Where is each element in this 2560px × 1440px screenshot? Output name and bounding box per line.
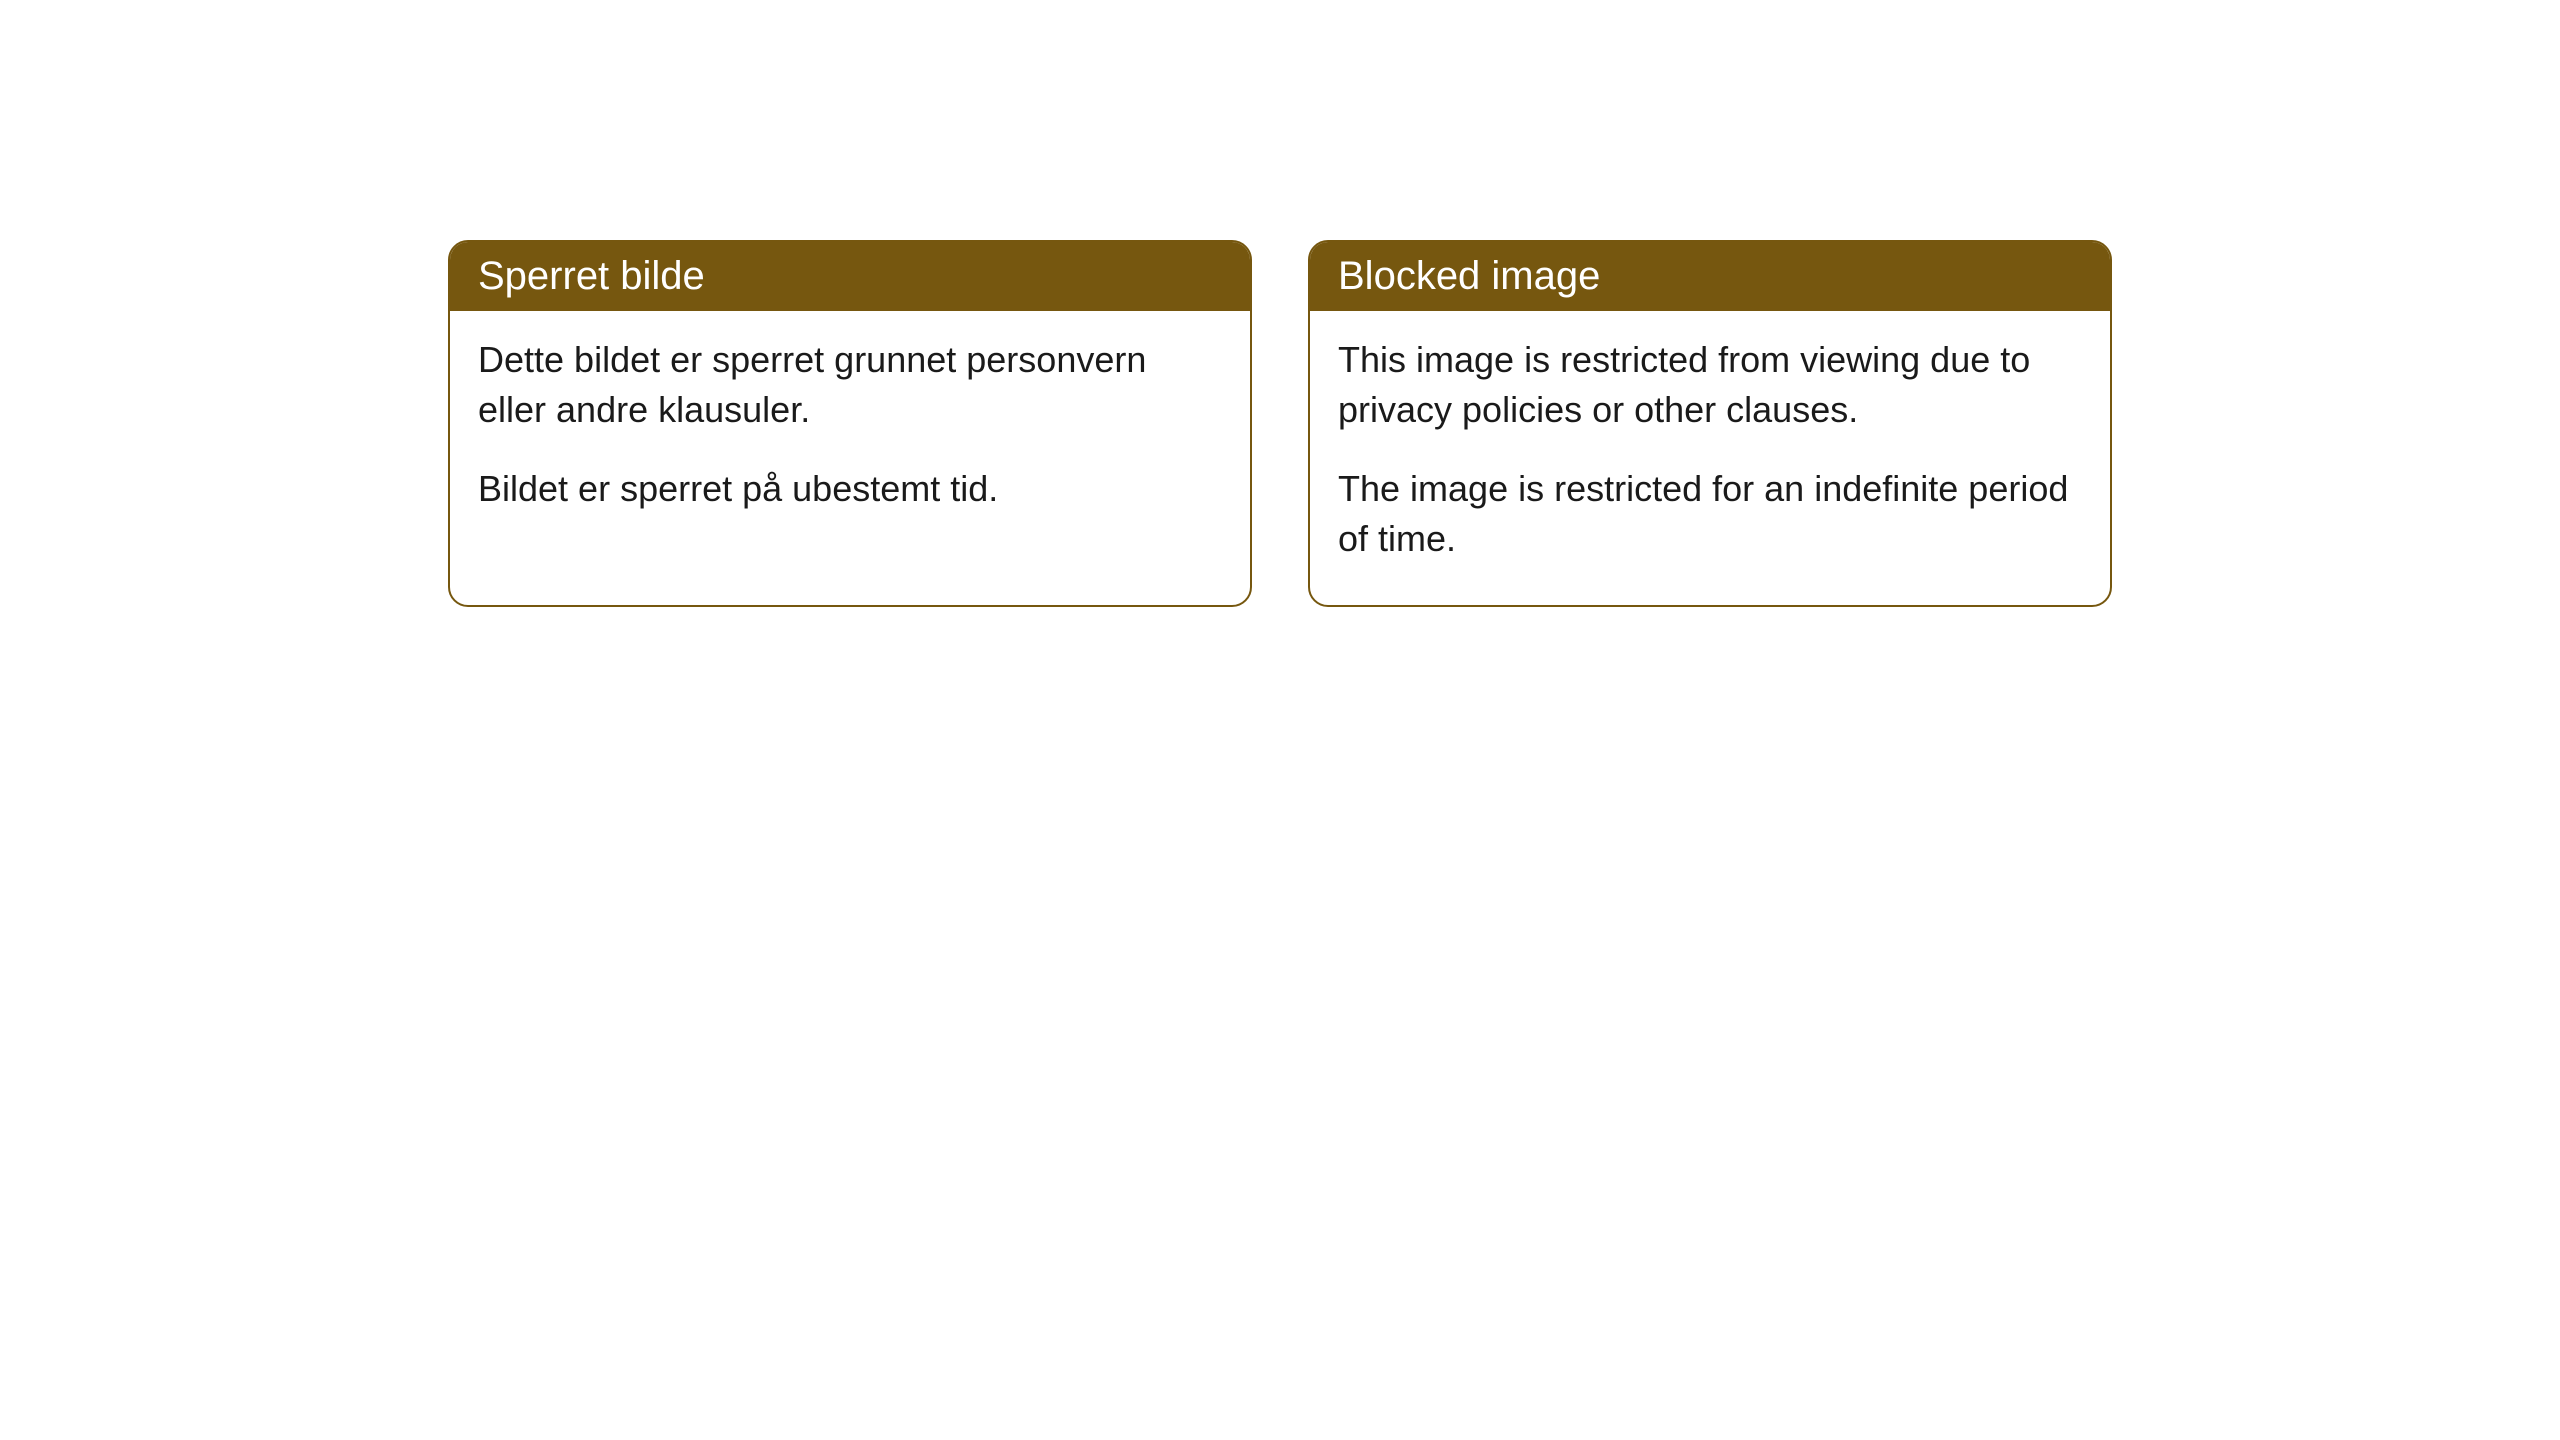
notice-header-norwegian: Sperret bilde <box>450 242 1250 311</box>
notice-paragraph: Dette bildet er sperret grunnet personve… <box>478 335 1222 436</box>
notice-container: Sperret bilde Dette bildet er sperret gr… <box>448 240 2112 607</box>
notice-paragraph: Bildet er sperret på ubestemt tid. <box>478 464 1222 514</box>
notice-card-english: Blocked image This image is restricted f… <box>1308 240 2112 607</box>
notice-card-norwegian: Sperret bilde Dette bildet er sperret gr… <box>448 240 1252 607</box>
notice-body-norwegian: Dette bildet er sperret grunnet personve… <box>450 311 1250 554</box>
notice-body-english: This image is restricted from viewing du… <box>1310 311 2110 605</box>
notice-header-english: Blocked image <box>1310 242 2110 311</box>
notice-paragraph: The image is restricted for an indefinit… <box>1338 464 2082 565</box>
notice-paragraph: This image is restricted from viewing du… <box>1338 335 2082 436</box>
